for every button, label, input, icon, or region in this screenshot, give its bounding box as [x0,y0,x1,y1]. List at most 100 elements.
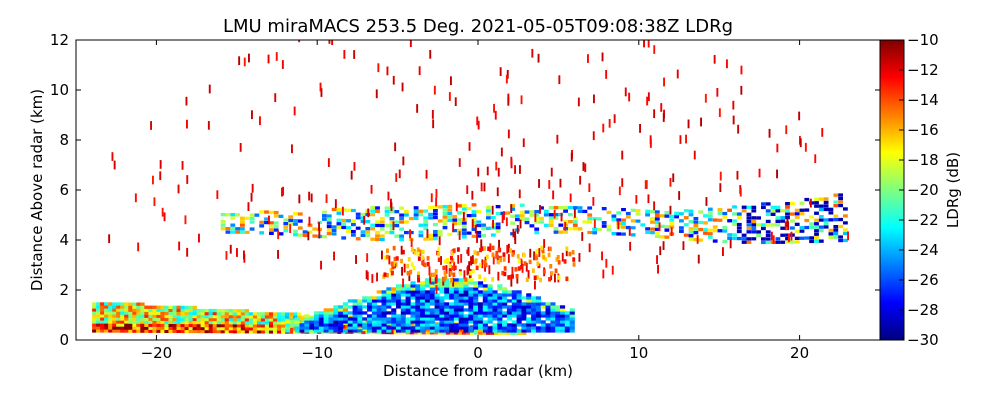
echo-cell [196,329,201,334]
echo-cell [168,329,173,333]
echo-cell [188,317,193,322]
echo-cell [232,309,238,313]
clutter-streak [542,269,546,274]
echo-cell [457,218,462,222]
echo-cell [487,320,493,324]
echo-cell [510,221,515,225]
echo-cell [341,324,346,328]
echo-cell [116,326,121,330]
echo-cell [449,314,455,318]
echo-cell [304,317,310,321]
echo-cell [506,305,512,309]
colorbar-tick-label: −16 [907,121,939,139]
echo-cell [601,224,607,228]
clutter-streak [592,131,595,141]
echo-cell [196,320,201,325]
echo-cell [328,323,334,327]
echo-cell [592,227,597,231]
echo-cell [381,302,387,306]
echo-cell [828,211,834,215]
echo-cell [309,323,315,327]
echo-cell [473,302,479,306]
echo-cell [516,311,522,315]
clutter-streak [470,256,472,266]
echo-cell [473,287,479,291]
echo-cell [92,302,97,306]
echo-cell [132,329,137,333]
echo-cell [664,214,670,218]
clutter-streak [662,241,665,250]
echo-cell [437,233,443,237]
clutter-streak [493,103,495,113]
clutter-streak [435,285,438,294]
echo-cell [342,317,348,321]
clutter-streak [355,255,357,264]
echo-cell [505,211,511,215]
clutter-streak [466,249,470,254]
echo-cell [230,223,236,227]
echo-cell [386,287,392,291]
echo-cell [683,223,689,227]
echo-cell [140,320,145,324]
echo-cell [693,217,699,221]
echo-cell [540,314,546,318]
echo-cell [717,218,723,222]
echo-cell [664,235,670,239]
clutter-streak [277,230,280,240]
echo-cell [511,320,517,324]
echo-cell [172,320,177,324]
clutter-streak [281,187,283,197]
echo-cell [449,326,455,330]
echo-cell [365,234,371,238]
clutter-streak [186,247,189,257]
echo-cell [156,311,161,315]
echo-cell [418,234,424,238]
echo-cell [391,314,397,318]
echo-cell [386,293,392,297]
clutter-streak [308,216,311,226]
echo-cell [415,311,421,315]
echo-cell [611,214,617,218]
echo-cell [616,211,622,215]
echo-cell [732,205,737,209]
y-axis-label: Distance Above radar (km) [28,89,46,291]
clutter-streak [601,52,604,62]
echo-cell [478,302,484,306]
echo-cell [423,216,429,220]
echo-cell [506,329,512,333]
echo-cell [492,329,498,333]
echo-cell [200,329,205,334]
echo-cell [92,323,97,327]
clutter-streak [471,219,474,228]
y-tick-label: 10 [50,81,69,99]
echo-cell [160,314,165,318]
echo-cell [331,232,337,236]
clutter-streak [418,66,421,76]
echo-cell [224,324,229,328]
echo-cell [833,225,839,229]
clutter-streak [443,259,447,264]
echo-cell [230,216,236,220]
echo-cell [235,227,240,231]
echo-cell [563,220,568,224]
echo-cell [765,202,771,206]
echo-cell [564,323,570,327]
echo-cell [260,318,266,322]
echo-cell [449,281,455,285]
echo-cell [148,323,153,327]
echo-cell [799,236,805,240]
echo-cell [828,232,834,236]
clutter-streak [497,167,500,177]
echo-cell [293,315,298,319]
echo-cell [370,227,376,231]
echo-cell [240,321,246,325]
echo-cell [535,329,541,333]
echo-cell [236,318,242,322]
echo-cell [785,216,790,220]
echo-cell [108,308,113,312]
echo-cell [458,278,464,282]
echo-cell [376,299,382,303]
echo-cell [550,326,556,330]
echo-cell [804,225,810,230]
y-tick-label: 4 [59,231,69,249]
